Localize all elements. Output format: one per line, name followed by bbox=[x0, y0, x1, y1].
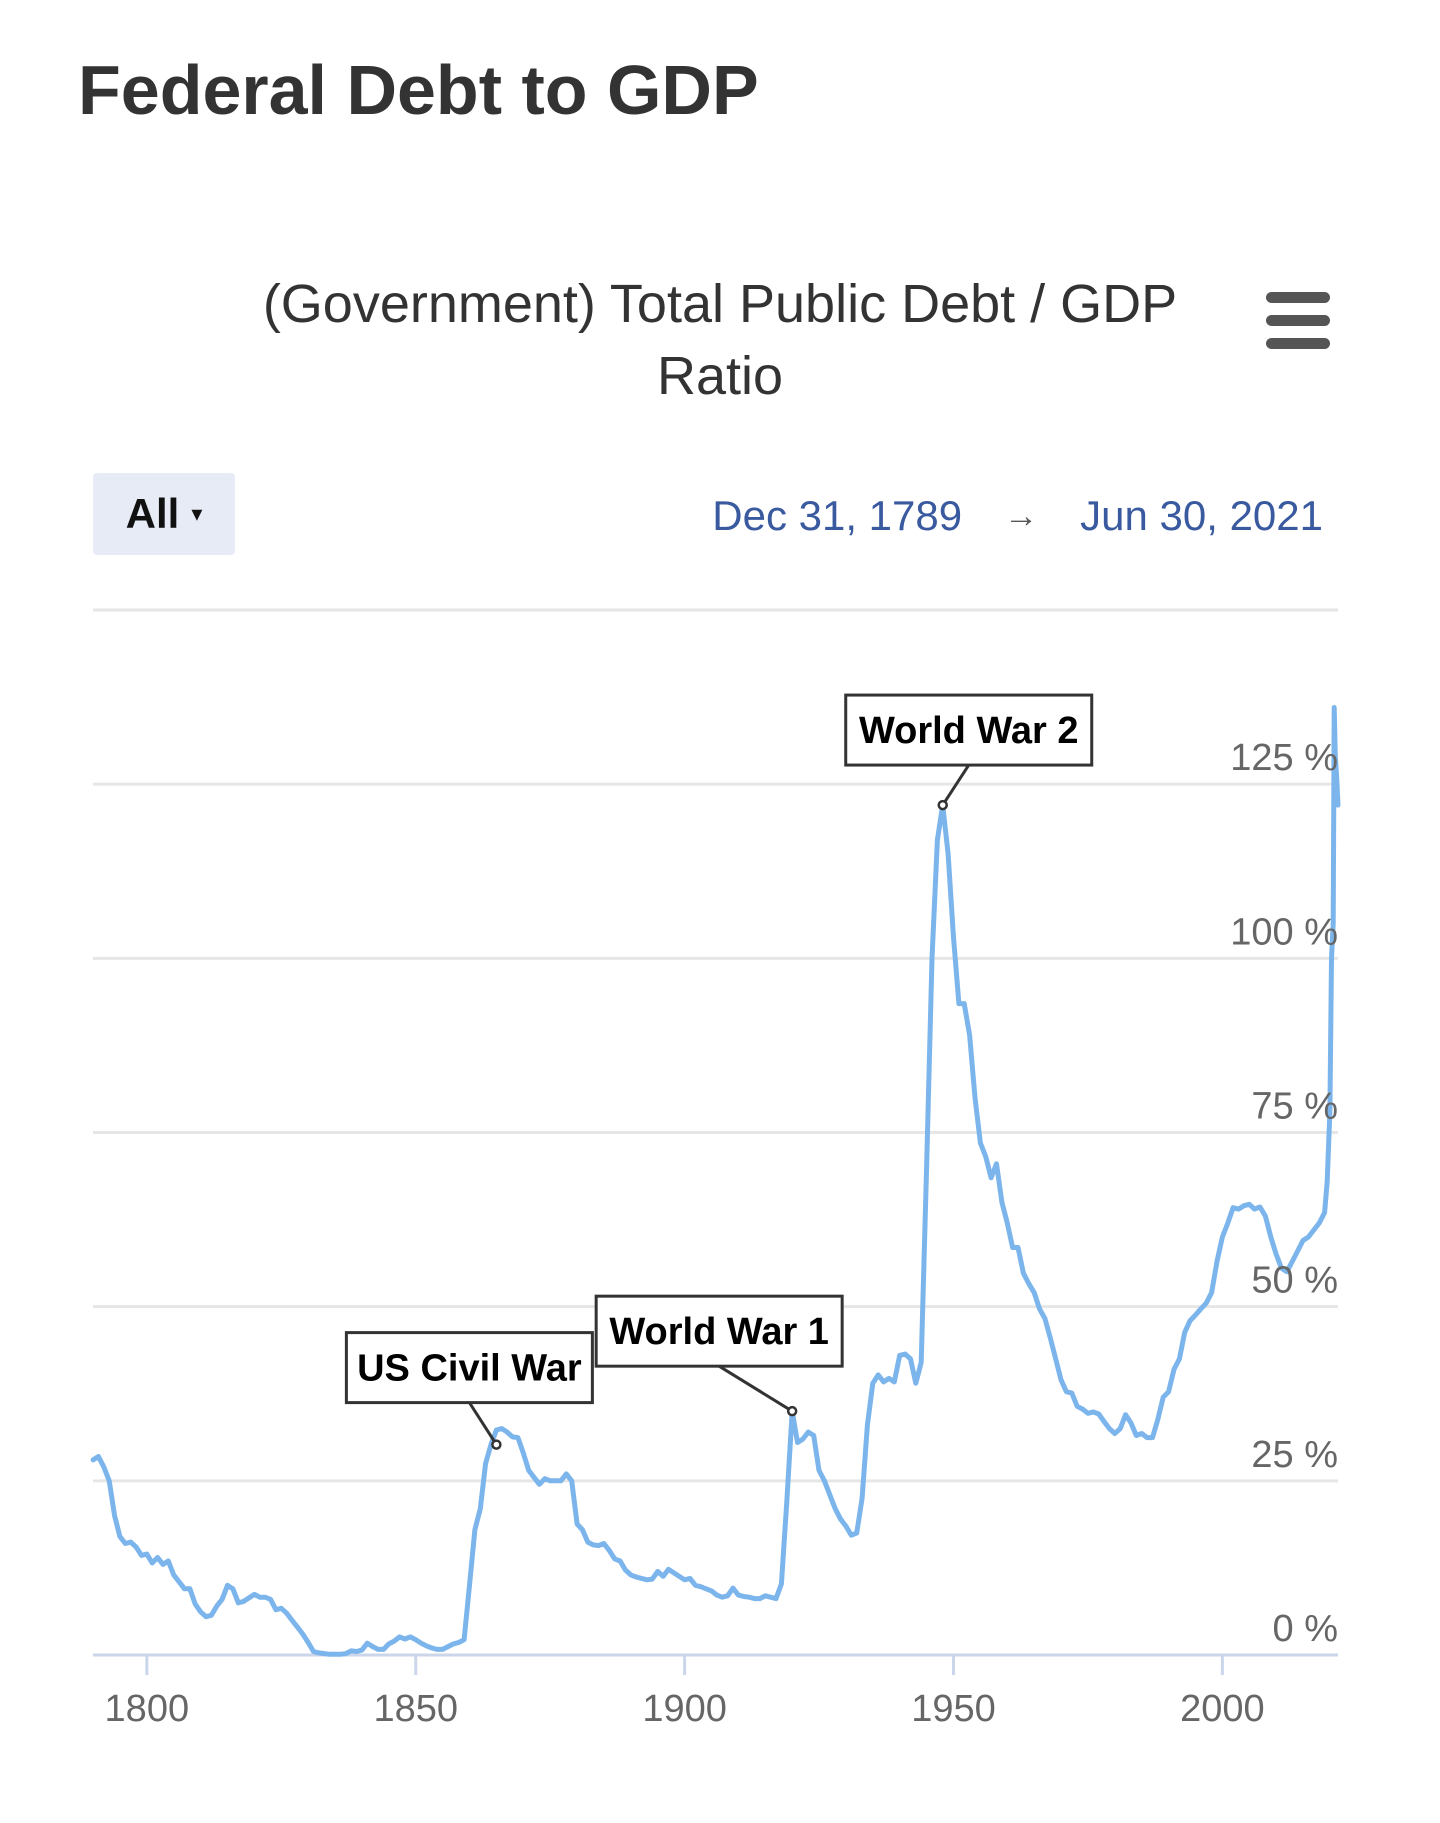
y-tick-label: 100 % bbox=[1230, 911, 1338, 953]
chart-title-line-1: (Government) Total Public Debt / GDP bbox=[262, 274, 1178, 334]
y-tick-label: 0 % bbox=[1273, 1608, 1338, 1650]
x-tick-label: 2000 bbox=[1180, 1688, 1265, 1730]
y-tick-label: 125 % bbox=[1230, 737, 1338, 779]
annotation-label: World War 2 bbox=[859, 710, 1079, 752]
annotation-box bbox=[844, 693, 1094, 767]
grid-lines bbox=[93, 608, 1338, 1483]
date-range: Dec 31, 1789 → Jun 30, 2021 bbox=[712, 492, 1323, 540]
annotation-box bbox=[344, 1331, 594, 1405]
arrow-right-icon: → bbox=[1004, 496, 1039, 535]
hamburger-menu-icon[interactable] bbox=[1262, 292, 1334, 352]
x-tick-label: 1950 bbox=[911, 1688, 996, 1730]
chart-title: (Government) Total Public Debt / GDP Rat… bbox=[180, 268, 1260, 412]
annotation-point bbox=[937, 799, 948, 811]
range-selector-label: All bbox=[125, 490, 180, 537]
annotation-label: US Civil War bbox=[357, 1348, 582, 1390]
x-axis: 1800 1850 1900 1950 2000 bbox=[93, 1653, 1338, 1730]
menu-bar-middle bbox=[1266, 315, 1330, 326]
y-tick-label: 25 % bbox=[1251, 1434, 1338, 1476]
x-tick-label: 1900 bbox=[642, 1688, 727, 1730]
x-tick-label: 1850 bbox=[373, 1688, 458, 1730]
x-tick-label: 1800 bbox=[105, 1688, 190, 1730]
page-title: Federal Debt to GDP bbox=[78, 51, 759, 129]
range-selector-button[interactable]: All ▾ bbox=[93, 473, 235, 555]
menu-bar-bottom bbox=[1266, 338, 1330, 349]
annotation-connector bbox=[718, 1364, 793, 1413]
y-tick-label: 75 % bbox=[1251, 1086, 1338, 1128]
date-from[interactable]: Dec 31, 1789 bbox=[712, 492, 963, 539]
annotation-connector bbox=[941, 764, 970, 806]
series-line bbox=[90, 705, 1341, 1657]
annotations: US Civil War World War 1 World War 2 bbox=[344, 693, 1094, 1450]
annotation-point bbox=[786, 1405, 798, 1417]
annotation-label: World War 1 bbox=[609, 1311, 829, 1353]
series-layer bbox=[90, 705, 1341, 1657]
y-axis-labels: 0 % 25 % 50 % 75 % 100 % 125 % bbox=[1230, 737, 1338, 1650]
annotation-point bbox=[491, 1439, 502, 1450]
annotation-connector bbox=[468, 1401, 498, 1446]
y-tick-label: 50 % bbox=[1251, 1260, 1338, 1302]
annotation-box bbox=[594, 1294, 844, 1368]
chart-title-line-2: Ratio bbox=[656, 346, 784, 406]
chevron-down-icon: ▾ bbox=[191, 501, 203, 526]
menu-bar-top bbox=[1266, 292, 1330, 303]
date-to[interactable]: Jun 30, 2021 bbox=[1080, 492, 1323, 539]
